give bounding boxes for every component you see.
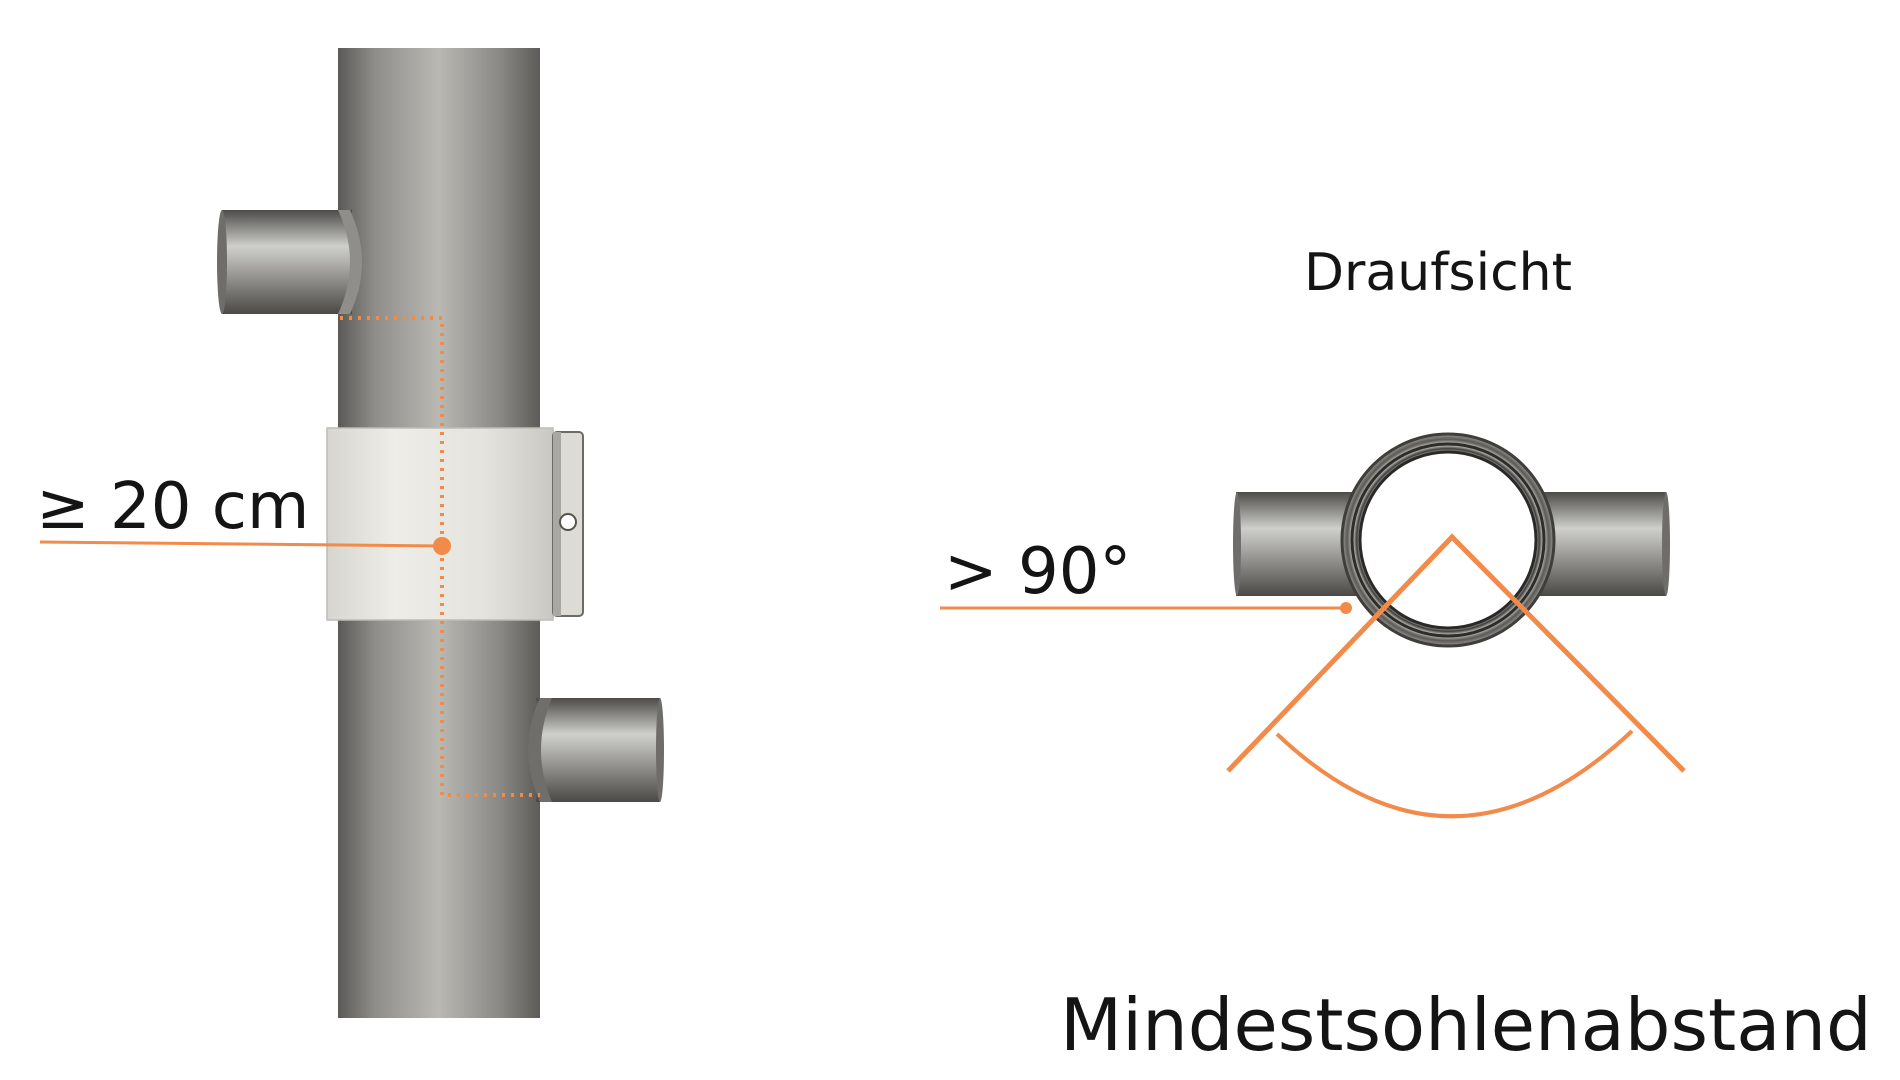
angle-label: > 90° bbox=[944, 535, 1131, 609]
top-view-title: Draufsicht bbox=[1304, 243, 1572, 303]
angle-indicator bbox=[1226, 533, 1686, 819]
spacing-leader-dot bbox=[433, 537, 451, 555]
caption: Mindestsohlenabstand bbox=[1060, 983, 1872, 1067]
pipe-clamp bbox=[326, 427, 584, 621]
lower-branch-pipe bbox=[528, 698, 664, 802]
spacing-label: ≥ 20 cm bbox=[36, 470, 309, 544]
spacing-leader-line bbox=[39, 540, 443, 548]
clamp-bolt-hole bbox=[559, 513, 577, 531]
side-view: ≥ 20 cm bbox=[36, 48, 664, 1018]
upper-branch-pipe bbox=[217, 210, 362, 314]
angle-leader-dot bbox=[1340, 602, 1352, 614]
top-view: Draufsicht > 90° bbox=[940, 243, 1686, 819]
